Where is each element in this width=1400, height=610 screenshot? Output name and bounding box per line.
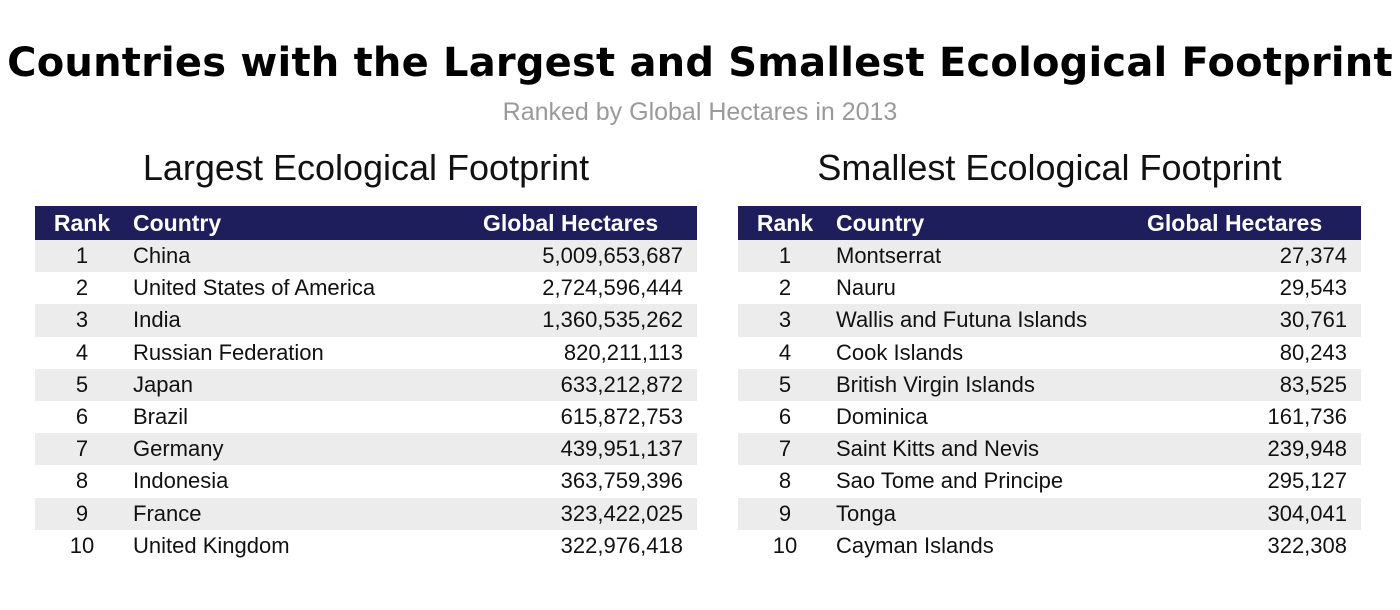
table-row: 10 United Kingdom 322,976,418 xyxy=(35,530,697,562)
country-cell: Saint Kitts and Nevis xyxy=(836,436,1039,462)
country-cell: Sao Tome and Principe xyxy=(836,468,1064,494)
rank-cell: 5 xyxy=(778,371,792,397)
rank-cell: 4 xyxy=(778,339,792,365)
largest-table-body: 1 China 5,009,653,687 2 United States of Ame… xyxy=(35,240,697,562)
smallest-table-body: 1 Montserrat 27,374 2 Nauru 29,543 3 Wallis and… xyxy=(738,240,1361,562)
table-row: 2 Nauru 29,543 xyxy=(738,272,1361,304)
rank-cell: 9 xyxy=(75,500,89,526)
global-hectares-cell: 239,948 xyxy=(1267,436,1347,462)
global-hectares-cell: 29,543 xyxy=(1279,275,1347,301)
rank-cell: 2 xyxy=(778,275,792,301)
country-cell: Montserrat xyxy=(836,243,942,269)
global-hectares-cell: 304,041 xyxy=(1267,500,1347,526)
rank-cell: 3 xyxy=(778,307,792,333)
smallest-table-title: Smallest Ecological Footprint xyxy=(817,147,1282,188)
rank-cell: 1 xyxy=(778,243,792,269)
rank-cell: 4 xyxy=(75,339,89,365)
country-cell: British Virgin Islands xyxy=(836,371,1035,397)
rank-cell: 8 xyxy=(778,468,792,494)
country-cell: China xyxy=(133,243,191,269)
country-cell: Japan xyxy=(133,371,193,397)
country-cell: India xyxy=(133,307,181,333)
table-row: 1 China 5,009,653,687 xyxy=(35,240,697,273)
country-cell: Tonga xyxy=(836,500,896,526)
global-hectares-cell: 30,761 xyxy=(1279,307,1348,333)
country-cell: Germany xyxy=(133,436,224,462)
table-row: 3 Wallis and Futuna Islands 30,761 xyxy=(738,304,1361,337)
table-row: 6 Brazil 615,872,753 xyxy=(35,401,697,433)
global-hectares-cell: 1,360,535,262 xyxy=(542,307,683,333)
table-row: 5 Japan 633,212,872 xyxy=(35,368,697,401)
rank-cell: 8 xyxy=(75,468,89,494)
table-row: 8 Sao Tome and Principe 295,127 xyxy=(738,465,1361,497)
country-cell: Indonesia xyxy=(133,468,229,494)
rank-cell: 9 xyxy=(778,500,792,526)
global-hectares-cell: 161,736 xyxy=(1267,404,1347,430)
table-row: 4 Russian Federation 820,211,113 xyxy=(35,337,697,369)
rank-cell: 6 xyxy=(75,404,89,430)
largest-table-header: Rank Country Global Hectares xyxy=(35,206,697,240)
rank-cell: 3 xyxy=(75,307,89,333)
country-cell: Cayman Islands xyxy=(836,532,994,558)
country-cell: Cook Islands xyxy=(836,339,964,365)
rank-cell: 2 xyxy=(75,275,89,301)
global-hectares-cell: 83,525 xyxy=(1279,371,1347,397)
header-country: Country xyxy=(836,209,925,236)
global-hectares-cell: 2,724,596,444 xyxy=(542,275,683,301)
table-row: 5 British Virgin Islands 83,525 xyxy=(738,368,1361,401)
header-global-hectares: Global Hectares xyxy=(1147,209,1323,236)
country-cell: United Kingdom xyxy=(133,532,290,558)
global-hectares-cell: 820,211,113 xyxy=(563,339,683,365)
global-hectares-cell: 322,308 xyxy=(1267,532,1347,558)
page-title: Countries with the Largest and Smallest … xyxy=(7,40,1393,86)
country-cell: Wallis and Futuna Islands xyxy=(836,307,1088,333)
rank-cell: 1 xyxy=(75,243,89,269)
largest-table-title: Largest Ecological Footprint xyxy=(142,147,590,188)
global-hectares-cell: 439,951,137 xyxy=(560,436,683,462)
global-hectares-cell: 27,374 xyxy=(1279,243,1347,269)
country-cell: United States of America xyxy=(133,275,376,301)
header-rank: Rank xyxy=(53,209,111,236)
country-cell: Brazil xyxy=(133,404,189,430)
page-subtitle: Ranked by Global Hectares in 2013 xyxy=(502,98,898,126)
table-row: 1 Montserrat 27,374 xyxy=(738,240,1361,273)
table-row: 2 United States of America 2,724,596,444 xyxy=(35,272,697,304)
country-cell: Russian Federation xyxy=(133,339,324,365)
global-hectares-cell: 615,872,753 xyxy=(560,404,683,430)
global-hectares-cell: 363,759,396 xyxy=(560,468,683,494)
rank-cell: 10 xyxy=(772,532,798,558)
table-row: 7 Germany 439,951,137 xyxy=(35,433,697,466)
smallest-table-header: Rank Country Global Hectares xyxy=(738,206,1361,240)
table-row: 9 Tonga 304,041 xyxy=(738,497,1361,530)
table-row: 9 France 323,422,025 xyxy=(35,497,697,530)
rank-cell: 7 xyxy=(778,436,792,462)
table-row: 8 Indonesia 363,759,396 xyxy=(35,465,697,497)
global-hectares-cell: 80,243 xyxy=(1279,339,1347,365)
header-country: Country xyxy=(133,209,222,236)
table-row: 10 Cayman Islands 322,308 xyxy=(738,530,1361,562)
rank-cell: 6 xyxy=(778,404,792,430)
largest-footprint-panel: Largest Ecological Footprint Rank Countr… xyxy=(35,146,697,562)
table-row: 4 Cook Islands 80,243 xyxy=(738,337,1361,369)
global-hectares-cell: 633,212,872 xyxy=(560,371,683,397)
country-cell: Nauru xyxy=(836,275,896,301)
global-hectares-cell: 323,422,025 xyxy=(560,500,683,526)
table-row: 6 Dominica 161,736 xyxy=(738,401,1361,433)
country-cell: Dominica xyxy=(836,404,928,430)
rank-cell: 10 xyxy=(69,532,95,558)
global-hectares-cell: 295,127 xyxy=(1267,468,1347,494)
header-global-hectares: Global Hectares xyxy=(483,209,659,236)
country-cell: France xyxy=(133,500,202,526)
global-hectares-cell: 322,976,418 xyxy=(560,532,683,558)
table-row: 7 Saint Kitts and Nevis 239,948 xyxy=(738,433,1361,466)
rank-cell: 7 xyxy=(75,436,89,462)
global-hectares-cell: 5,009,653,687 xyxy=(542,243,683,269)
rank-cell: 5 xyxy=(75,371,89,397)
table-row: 3 India 1,360,535,262 xyxy=(35,304,697,337)
smallest-footprint-panel: Smallest Ecological Footprint Rank Count… xyxy=(738,146,1361,562)
header-rank: Rank xyxy=(756,209,814,236)
